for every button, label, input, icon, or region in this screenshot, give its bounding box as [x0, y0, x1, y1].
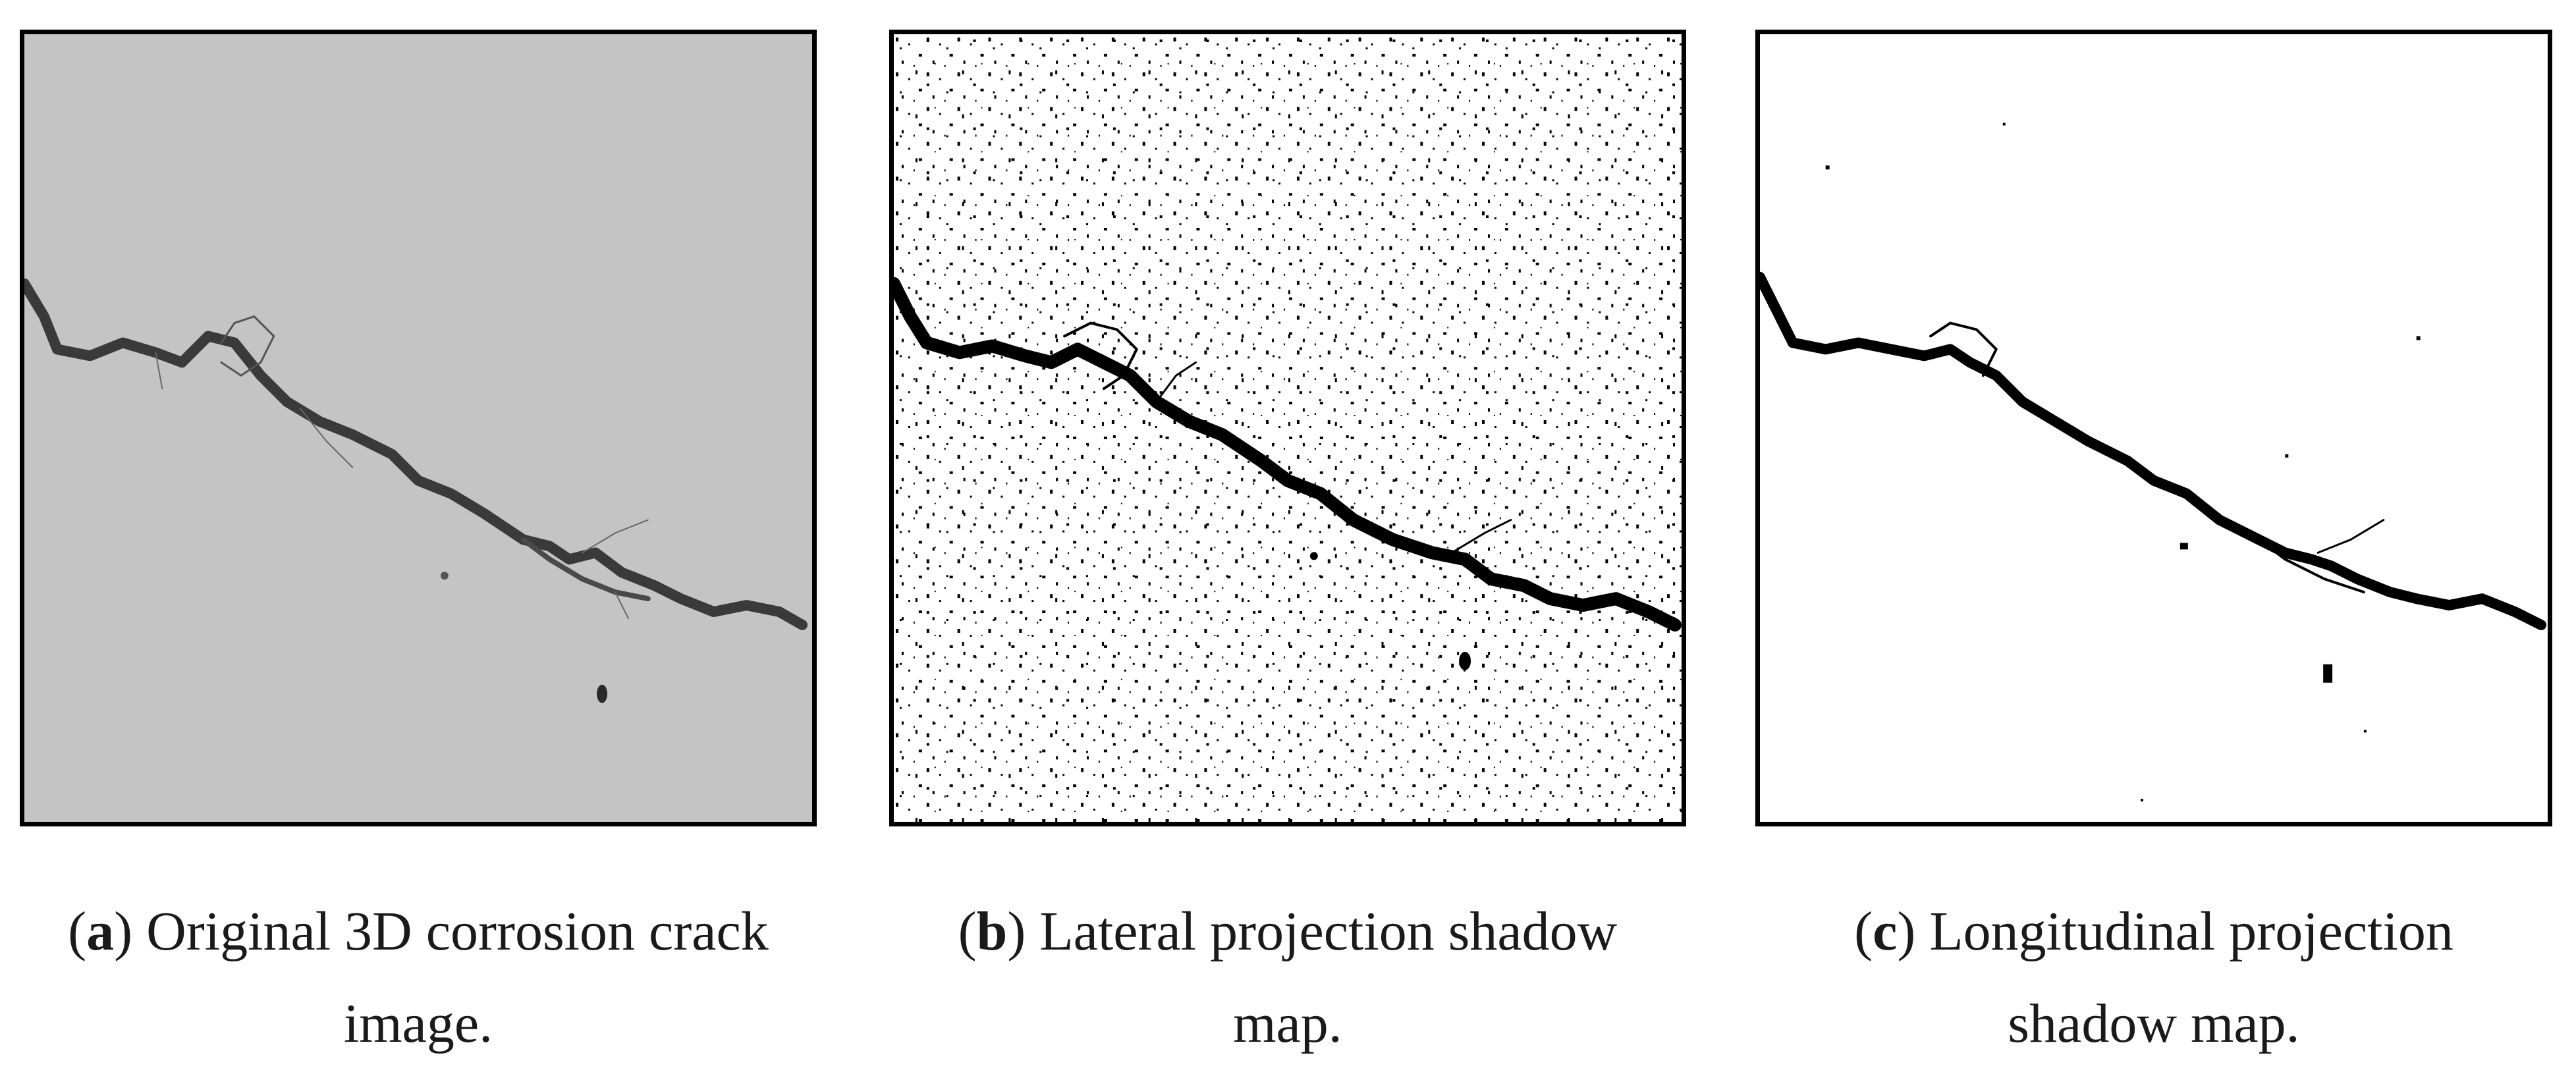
caption-b: (b) Lateral projection shadow map. [879, 886, 1696, 1070]
crack-shadow-path [1760, 271, 2547, 630]
caption-a-line2: image. [343, 993, 493, 1054]
lateral-shadow-map [889, 30, 1686, 826]
caption-c-line1: (c) Longitudinal projection [1854, 901, 2453, 962]
caption-a-label: a [86, 901, 115, 962]
crack-grayscale-svg [24, 278, 808, 703]
original-crack-image [20, 30, 817, 826]
crack-branch-path [220, 315, 275, 377]
pit-shadow [1459, 651, 1471, 670]
crack-main-path [24, 278, 808, 630]
caption-b-line2: map. [1233, 993, 1342, 1054]
longitudinal-shadow-svg [1760, 122, 2547, 802]
caption-a: (a) Original 3D corrosion crack image. [10, 886, 827, 1070]
pit-shadow [2323, 664, 2333, 683]
caption-c-label: c [1873, 901, 1898, 962]
caption-a-line1: (a) Original 3D corrosion crack [68, 901, 769, 962]
caption-c: (c) Longitudinal projection shadow map. [1745, 886, 2562, 1070]
crack-secondary-path [520, 537, 651, 602]
caption-b-line1: (b) Lateral projection shadow [958, 901, 1618, 962]
lateral-shadow-svg [894, 34, 1682, 822]
crack-shadow-path [894, 277, 1682, 632]
corrosion-pit [597, 684, 608, 703]
caption-b-label: b [976, 901, 1008, 962]
caption-c-line2: shadow map. [2008, 993, 2300, 1054]
longitudinal-shadow-map [1755, 30, 2552, 826]
